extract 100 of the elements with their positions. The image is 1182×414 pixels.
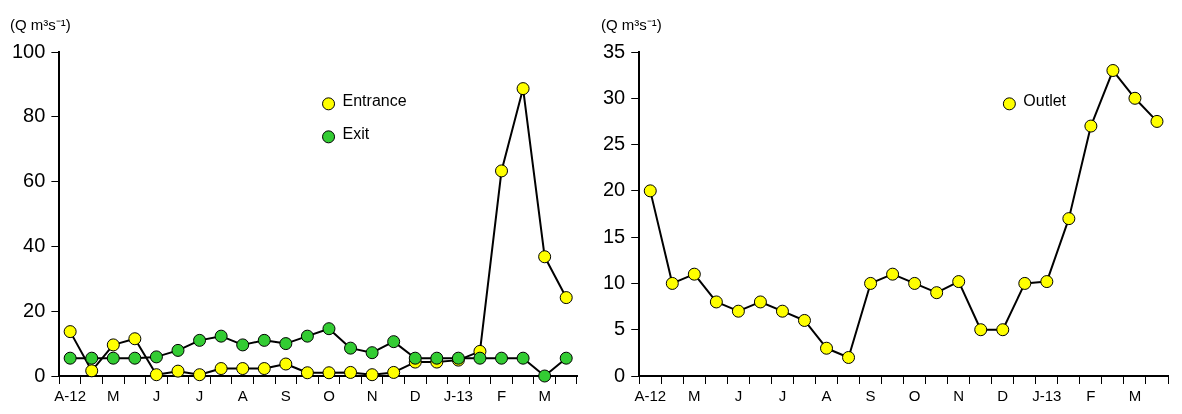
point [387, 365, 401, 379]
point [1150, 114, 1164, 128]
point [128, 351, 142, 365]
x-tick-label: N [953, 387, 965, 405]
point [63, 325, 77, 339]
point [1062, 212, 1076, 226]
x-tick-label: M [538, 387, 551, 405]
x-tick-label: S [280, 387, 291, 405]
point [643, 184, 657, 198]
x-tick-label: J-13 [1032, 387, 1062, 405]
x-tick-label: J [778, 387, 787, 405]
point [775, 304, 789, 318]
point [516, 351, 530, 365]
point [930, 286, 944, 300]
point [731, 304, 745, 318]
y-tick-label: 40 [23, 233, 46, 256]
point [559, 351, 573, 365]
point [1040, 275, 1054, 289]
y-tick-label: 25 [603, 132, 626, 155]
point [149, 368, 163, 382]
x-tick-label: F [1086, 387, 1096, 405]
point [236, 338, 250, 352]
x-tick-label: O [323, 387, 335, 405]
x-tick-label: J [195, 387, 204, 405]
y-tick-label: 20 [23, 298, 46, 321]
point [193, 368, 207, 382]
x-tick-label: N [366, 387, 378, 405]
point [886, 267, 900, 281]
y-tick-label: 80 [23, 104, 46, 127]
point [236, 362, 250, 376]
y-tick-label: 5 [614, 317, 626, 340]
x-tick-label: M [688, 387, 701, 405]
y-tick-label: 35 [603, 39, 626, 62]
point [214, 362, 228, 376]
point [85, 351, 99, 365]
point [106, 338, 120, 352]
point [106, 351, 120, 365]
point [322, 322, 336, 336]
point [322, 366, 336, 380]
point [387, 335, 401, 349]
y-tick-label: 30 [603, 85, 626, 108]
y-tick-label: 0 [614, 363, 626, 386]
point [1018, 276, 1032, 290]
x-tick-label: S [865, 387, 876, 405]
y-axis-title: (Q m³s⁻¹) [10, 16, 71, 33]
point [257, 362, 271, 376]
y-tick-label: 60 [23, 169, 46, 192]
point [171, 364, 185, 378]
y-tick-label: 0 [34, 363, 46, 386]
x-tick-label: J [734, 387, 743, 405]
y-axis-title: (Q m³s⁻¹) [601, 16, 662, 33]
point [63, 351, 77, 365]
y-tick-label: 10 [603, 270, 626, 293]
x-tick-label: A [237, 387, 248, 405]
point [864, 276, 878, 290]
point [214, 329, 228, 343]
point [538, 250, 552, 264]
point [365, 346, 379, 360]
point [1084, 119, 1098, 133]
point [842, 350, 856, 364]
x-tick-label: D [409, 387, 421, 405]
x-tick-label: F [496, 387, 507, 405]
x-tick-label: D [997, 387, 1009, 405]
point [149, 350, 163, 364]
point [820, 341, 834, 355]
point [279, 357, 293, 371]
legend-label: Exit [342, 125, 370, 143]
y-tick-label: 15 [603, 224, 626, 247]
point [85, 364, 99, 378]
point [665, 276, 679, 290]
x-tick-label: J [152, 387, 161, 405]
point [365, 368, 379, 382]
point [538, 369, 552, 383]
point [709, 295, 723, 309]
x-tick-label: M [107, 387, 120, 405]
point [974, 323, 988, 337]
point [279, 337, 293, 351]
point [908, 276, 922, 290]
point [408, 351, 422, 365]
legend-label: Outlet [1023, 92, 1067, 110]
x-tick-label: M [1128, 387, 1142, 405]
point [1106, 64, 1120, 78]
point [300, 366, 314, 380]
point [1128, 91, 1142, 105]
legend-label: Entrance [342, 92, 407, 110]
point [344, 341, 358, 355]
point [344, 365, 358, 379]
point [753, 295, 767, 309]
point [952, 275, 966, 289]
x-tick-label: A [821, 387, 832, 405]
point [559, 291, 573, 305]
point [257, 333, 271, 347]
point [128, 332, 142, 346]
y-tick-label: 100 [11, 39, 46, 62]
x-tick-label: J-13 [443, 387, 473, 405]
point [171, 343, 185, 357]
point [430, 351, 444, 365]
point [516, 82, 530, 96]
point [495, 351, 509, 365]
point [193, 333, 207, 347]
